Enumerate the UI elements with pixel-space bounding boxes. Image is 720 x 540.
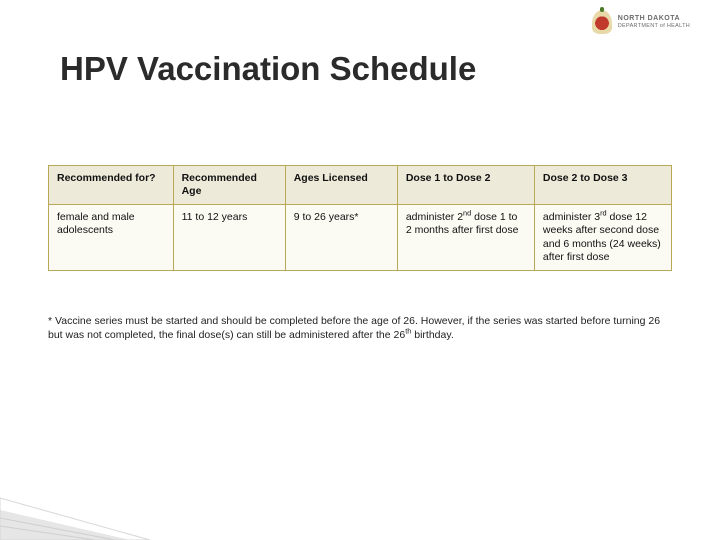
slide: NORTH DAKOTA DEPARTMENT of HEALTH HPV Va… (0, 0, 720, 540)
cell-recommended-for: female and male adolescents (49, 205, 174, 271)
cell-dose1-to-dose2: administer 2nd dose 1 to 2 months after … (397, 205, 534, 271)
apple-icon (592, 10, 612, 34)
col-header-recommended-age: Recommended Age (173, 166, 285, 205)
col-header-recommended-for: Recommended for? (49, 166, 174, 205)
dose3-prefix: administer 3 (543, 211, 600, 223)
col-header-ages-licensed: Ages Licensed (285, 166, 397, 205)
footnote-prefix: * Vaccine series must be started and sho… (48, 315, 660, 341)
table-row: female and male adolescents 11 to 12 yea… (49, 205, 672, 271)
schedule-table-wrap: Recommended for? Recommended Age Ages Li… (48, 165, 672, 271)
dose2-ordinal: nd (463, 209, 471, 218)
brand-logo: NORTH DAKOTA DEPARTMENT of HEALTH (592, 10, 690, 34)
dose2-prefix: administer 2 (406, 211, 463, 223)
brand-text: NORTH DAKOTA DEPARTMENT of HEALTH (618, 15, 690, 29)
cell-recommended-age: 11 to 12 years (173, 205, 285, 271)
footnote: * Vaccine series must be started and sho… (48, 315, 672, 342)
brand-line-1: NORTH DAKOTA (618, 15, 690, 23)
page-title: HPV Vaccination Schedule (60, 50, 476, 88)
schedule-table: Recommended for? Recommended Age Ages Li… (48, 165, 672, 271)
corner-accent-icon (0, 480, 160, 540)
cell-dose2-to-dose3: administer 3rd dose 12 weeks after secon… (534, 205, 671, 271)
col-header-dose1-to-dose2: Dose 1 to Dose 2 (397, 166, 534, 205)
brand-line-2: DEPARTMENT of HEALTH (618, 23, 690, 29)
table-header-row: Recommended for? Recommended Age Ages Li… (49, 166, 672, 205)
col-header-dose2-to-dose3: Dose 2 to Dose 3 (534, 166, 671, 205)
footnote-suffix: birthday. (411, 329, 453, 341)
cell-ages-licensed: 9 to 26 years* (285, 205, 397, 271)
